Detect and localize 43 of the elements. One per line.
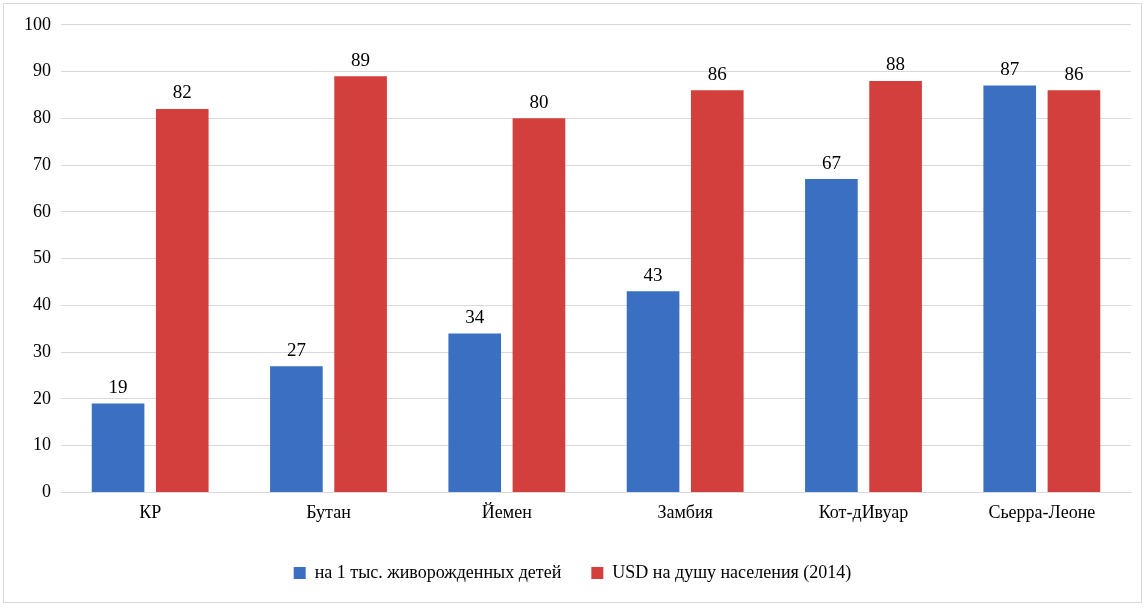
bar	[448, 333, 502, 492]
x-tick-label: КР	[139, 501, 162, 522]
bar	[690, 90, 744, 492]
data-label: 89	[351, 48, 371, 70]
data-label: 86	[1064, 62, 1084, 84]
data-label: 80	[529, 90, 549, 112]
data-label: 43	[643, 263, 663, 285]
bar	[270, 366, 323, 492]
data-label: 82	[172, 81, 192, 103]
y-tick-label: 30	[33, 340, 51, 361]
x-tick-label: Замбия	[657, 501, 713, 522]
y-tick-label: 90	[33, 60, 51, 81]
bar	[1047, 90, 1101, 492]
y-tick-label: 10	[33, 434, 51, 455]
data-label: 19	[108, 376, 128, 398]
y-tick-label: 50	[33, 247, 51, 268]
legend-label: на 1 тыс. живорожденных детей	[314, 561, 562, 582]
y-tick-label: 40	[33, 294, 51, 315]
bar	[869, 80, 922, 492]
bar	[626, 291, 680, 492]
y-tick-label: 100	[24, 13, 51, 34]
x-tick-label: Сьерра-Леоне	[988, 501, 1096, 522]
bar	[334, 76, 387, 492]
x-tick-label: Бутан	[306, 501, 352, 522]
bar	[512, 118, 566, 492]
y-tick-label: 20	[33, 387, 51, 408]
bar	[155, 108, 209, 492]
x-tick-label: Йемен	[481, 501, 533, 522]
data-label: 87	[1000, 58, 1020, 80]
legend-label: USD на душу населения (2014)	[612, 561, 852, 583]
bar	[983, 85, 1037, 492]
y-tick-label: 60	[33, 200, 51, 221]
bar	[91, 403, 145, 492]
data-label: 27	[286, 338, 306, 360]
x-tick-label: Кот-дИвуар	[818, 501, 909, 522]
y-tick-label: 0	[42, 481, 51, 502]
data-label: 88	[886, 53, 906, 75]
y-tick-label: 70	[33, 153, 51, 174]
y-tick-label: 80	[33, 107, 51, 128]
data-label: 67	[821, 151, 841, 173]
data-label: 34	[465, 305, 485, 327]
bar	[805, 179, 858, 492]
data-label: 86	[707, 62, 727, 84]
